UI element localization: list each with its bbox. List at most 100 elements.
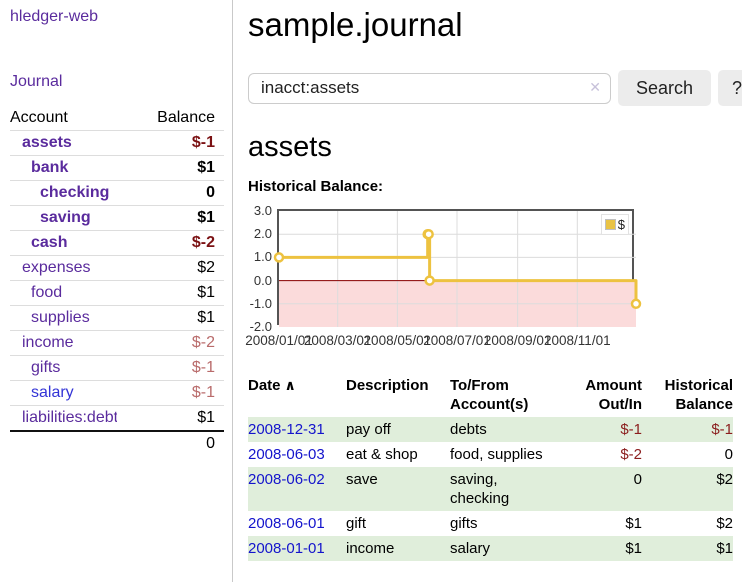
transaction-date-cell: 2008-06-03 xyxy=(248,442,346,467)
help-button[interactable]: ? xyxy=(718,70,742,106)
accounts-header-balance: Balance xyxy=(157,109,215,126)
transaction-date-cell: 2008-01-01 xyxy=(248,536,346,561)
account-row: food $1 xyxy=(10,281,224,306)
sidebar-account-cash[interactable]: cash xyxy=(31,234,68,251)
sidebar-account-supplies[interactable]: supplies xyxy=(31,309,90,326)
sidebar-account-expenses[interactable]: expenses xyxy=(22,259,91,276)
y-axis-tick-label: 0.0 xyxy=(253,272,272,288)
sidebar-account-saving[interactable]: saving xyxy=(40,209,91,226)
sort-ascending-icon: ∧ xyxy=(284,377,296,393)
register-header-accounts: To/From Account(s) xyxy=(450,377,529,413)
chart-title: Historical Balance: xyxy=(248,178,384,195)
sidebar-account-checking[interactable]: checking xyxy=(40,184,110,201)
transaction-date-link[interactable]: 2008-06-01 xyxy=(248,515,325,532)
accounts-total-row: 0 xyxy=(10,431,224,456)
transaction-date-link[interactable]: 2008-06-02 xyxy=(248,471,325,488)
account-balance: $-2 xyxy=(191,234,215,251)
account-row: saving $1 xyxy=(10,206,224,231)
account-balance: $-1 xyxy=(191,359,215,376)
transaction-balance: $2 xyxy=(716,471,733,488)
account-balance: $-2 xyxy=(191,334,215,351)
transaction-row: 2008-06-01 gift gifts $1 $2 xyxy=(248,511,733,536)
transaction-amount: $1 xyxy=(625,540,642,557)
account-balance: $1 xyxy=(197,409,215,426)
transaction-description: income xyxy=(346,540,395,557)
transaction-date-link[interactable]: 2008-06-03 xyxy=(248,446,325,463)
transaction-amount: 0 xyxy=(633,471,642,488)
search-button[interactable]: Search xyxy=(618,70,712,106)
legend-swatch-icon xyxy=(604,219,616,230)
transaction-balance: $2 xyxy=(716,515,733,532)
transaction-balance: $-1 xyxy=(711,421,733,438)
y-axis-tick-label: 2.0 xyxy=(253,226,272,242)
account-balance: $2 xyxy=(197,259,215,276)
y-axis-tick-label: -2.0 xyxy=(249,319,272,334)
sidebar-account-assets[interactable]: assets xyxy=(22,134,72,151)
transaction-row: 2008-06-03 eat & shop food, supplies $-2 0 xyxy=(248,442,733,467)
x-axis-tick-label: 2008/01/01 xyxy=(245,333,313,348)
account-row: bank $1 xyxy=(10,156,224,181)
transaction-date-link[interactable]: 2008-12-31 xyxy=(248,421,325,438)
y-axis-tick-label: 3.0 xyxy=(253,203,272,218)
transaction-accounts: debts xyxy=(450,421,487,438)
sidebar-account-liabilities-debts[interactable]: liabilities:debts xyxy=(22,409,117,426)
x-axis-tick-label: 2008/11/01 xyxy=(544,333,611,348)
account-row: gifts $-1 xyxy=(10,356,224,381)
register-header-balance: Historical Balance xyxy=(664,377,733,413)
transaction-description: gift xyxy=(346,515,367,532)
transaction-accounts: saving, checking xyxy=(450,471,510,507)
transaction-date-cell: 2008-12-31 xyxy=(248,417,346,442)
page-title: sample.journal xyxy=(248,6,463,43)
register-header-date[interactable]: Date ∧ xyxy=(248,377,296,394)
account-balance: $-1 xyxy=(191,134,215,151)
register-header-description: Description xyxy=(346,377,429,394)
account-row: checking 0 xyxy=(10,181,224,206)
account-row: expenses $2 xyxy=(10,256,224,281)
sidebar-account-salary[interactable]: salary xyxy=(31,384,74,401)
transaction-description: save xyxy=(346,471,378,488)
x-axis-tick-label: 2008/07/01 xyxy=(423,333,491,348)
transaction-description: eat & shop xyxy=(346,446,418,463)
chart-plot-area[interactable]: $ 3.0 2.0 1.0 0.0 -1.0 -2.0 2008/01/01 2008/03/… xyxy=(245,203,642,348)
sidebar-account-income[interactable]: income xyxy=(22,334,74,351)
accounts-header-row: Account Balance xyxy=(10,106,224,131)
transaction-balance: 0 xyxy=(724,446,733,463)
accounts-total-balance: 0 xyxy=(206,435,215,452)
transaction-date-cell: 2008-06-01 xyxy=(248,511,346,536)
x-axis-tick-label: 2008/09/01 xyxy=(483,333,552,348)
sidebar-account-food[interactable]: food xyxy=(31,284,63,301)
register-table: Date ∧ Description To/From Account(s) Amo… xyxy=(248,373,733,561)
account-row: assets $-1 xyxy=(10,131,224,156)
sidebar-account-bank[interactable]: bank xyxy=(31,159,69,176)
account-title: assets xyxy=(248,131,332,163)
historical-balance-chart: $ 3.0 2.0 1.0 0.0 -1.0 -2.0 2008/01/01 2008/03/… xyxy=(245,203,742,361)
clear-search-icon[interactable]: ✕ xyxy=(589,78,601,95)
sidebar-item-journal[interactable]: Journal xyxy=(10,73,63,90)
transaction-date-link[interactable]: 2008-01-01 xyxy=(248,540,325,557)
transaction-accounts: gifts xyxy=(450,515,478,532)
brand-link[interactable]: hledger-web xyxy=(10,8,99,25)
chart-canvas xyxy=(273,211,642,327)
account-balance: $1 xyxy=(197,159,215,176)
transaction-row: 2008-06-02 save saving, checking 0 $2 xyxy=(248,467,733,511)
y-axis-tick-label: -1.0 xyxy=(249,295,272,311)
account-balance: $1 xyxy=(197,309,215,326)
transaction-balance: $1 xyxy=(716,540,733,557)
transaction-amount: $-1 xyxy=(620,421,642,438)
transaction-accounts: food, supplies xyxy=(450,446,543,463)
main-content: sample.journal ✕ Search ? assets Histori… xyxy=(233,0,742,582)
account-row: supplies $1 xyxy=(10,306,224,331)
sidebar-account-gifts[interactable]: gifts xyxy=(31,359,61,376)
transaction-amount: $-2 xyxy=(620,446,642,463)
account-balance: $1 xyxy=(197,284,215,301)
account-balance: $1 xyxy=(197,209,215,226)
search-input[interactable] xyxy=(248,72,611,104)
transaction-accounts: salary xyxy=(450,540,491,557)
transaction-row: 2008-12-31 pay off debts $-1 $-1 xyxy=(248,417,733,442)
y-axis-tick-label: 1.0 xyxy=(253,249,272,265)
transaction-amount: $1 xyxy=(625,515,642,532)
account-row: salary $-1 xyxy=(10,381,224,406)
search-field-wrap: ✕ xyxy=(248,72,611,104)
accounts-table: Account Balance assets $-1 bank $1 checking 0… xyxy=(10,106,224,456)
